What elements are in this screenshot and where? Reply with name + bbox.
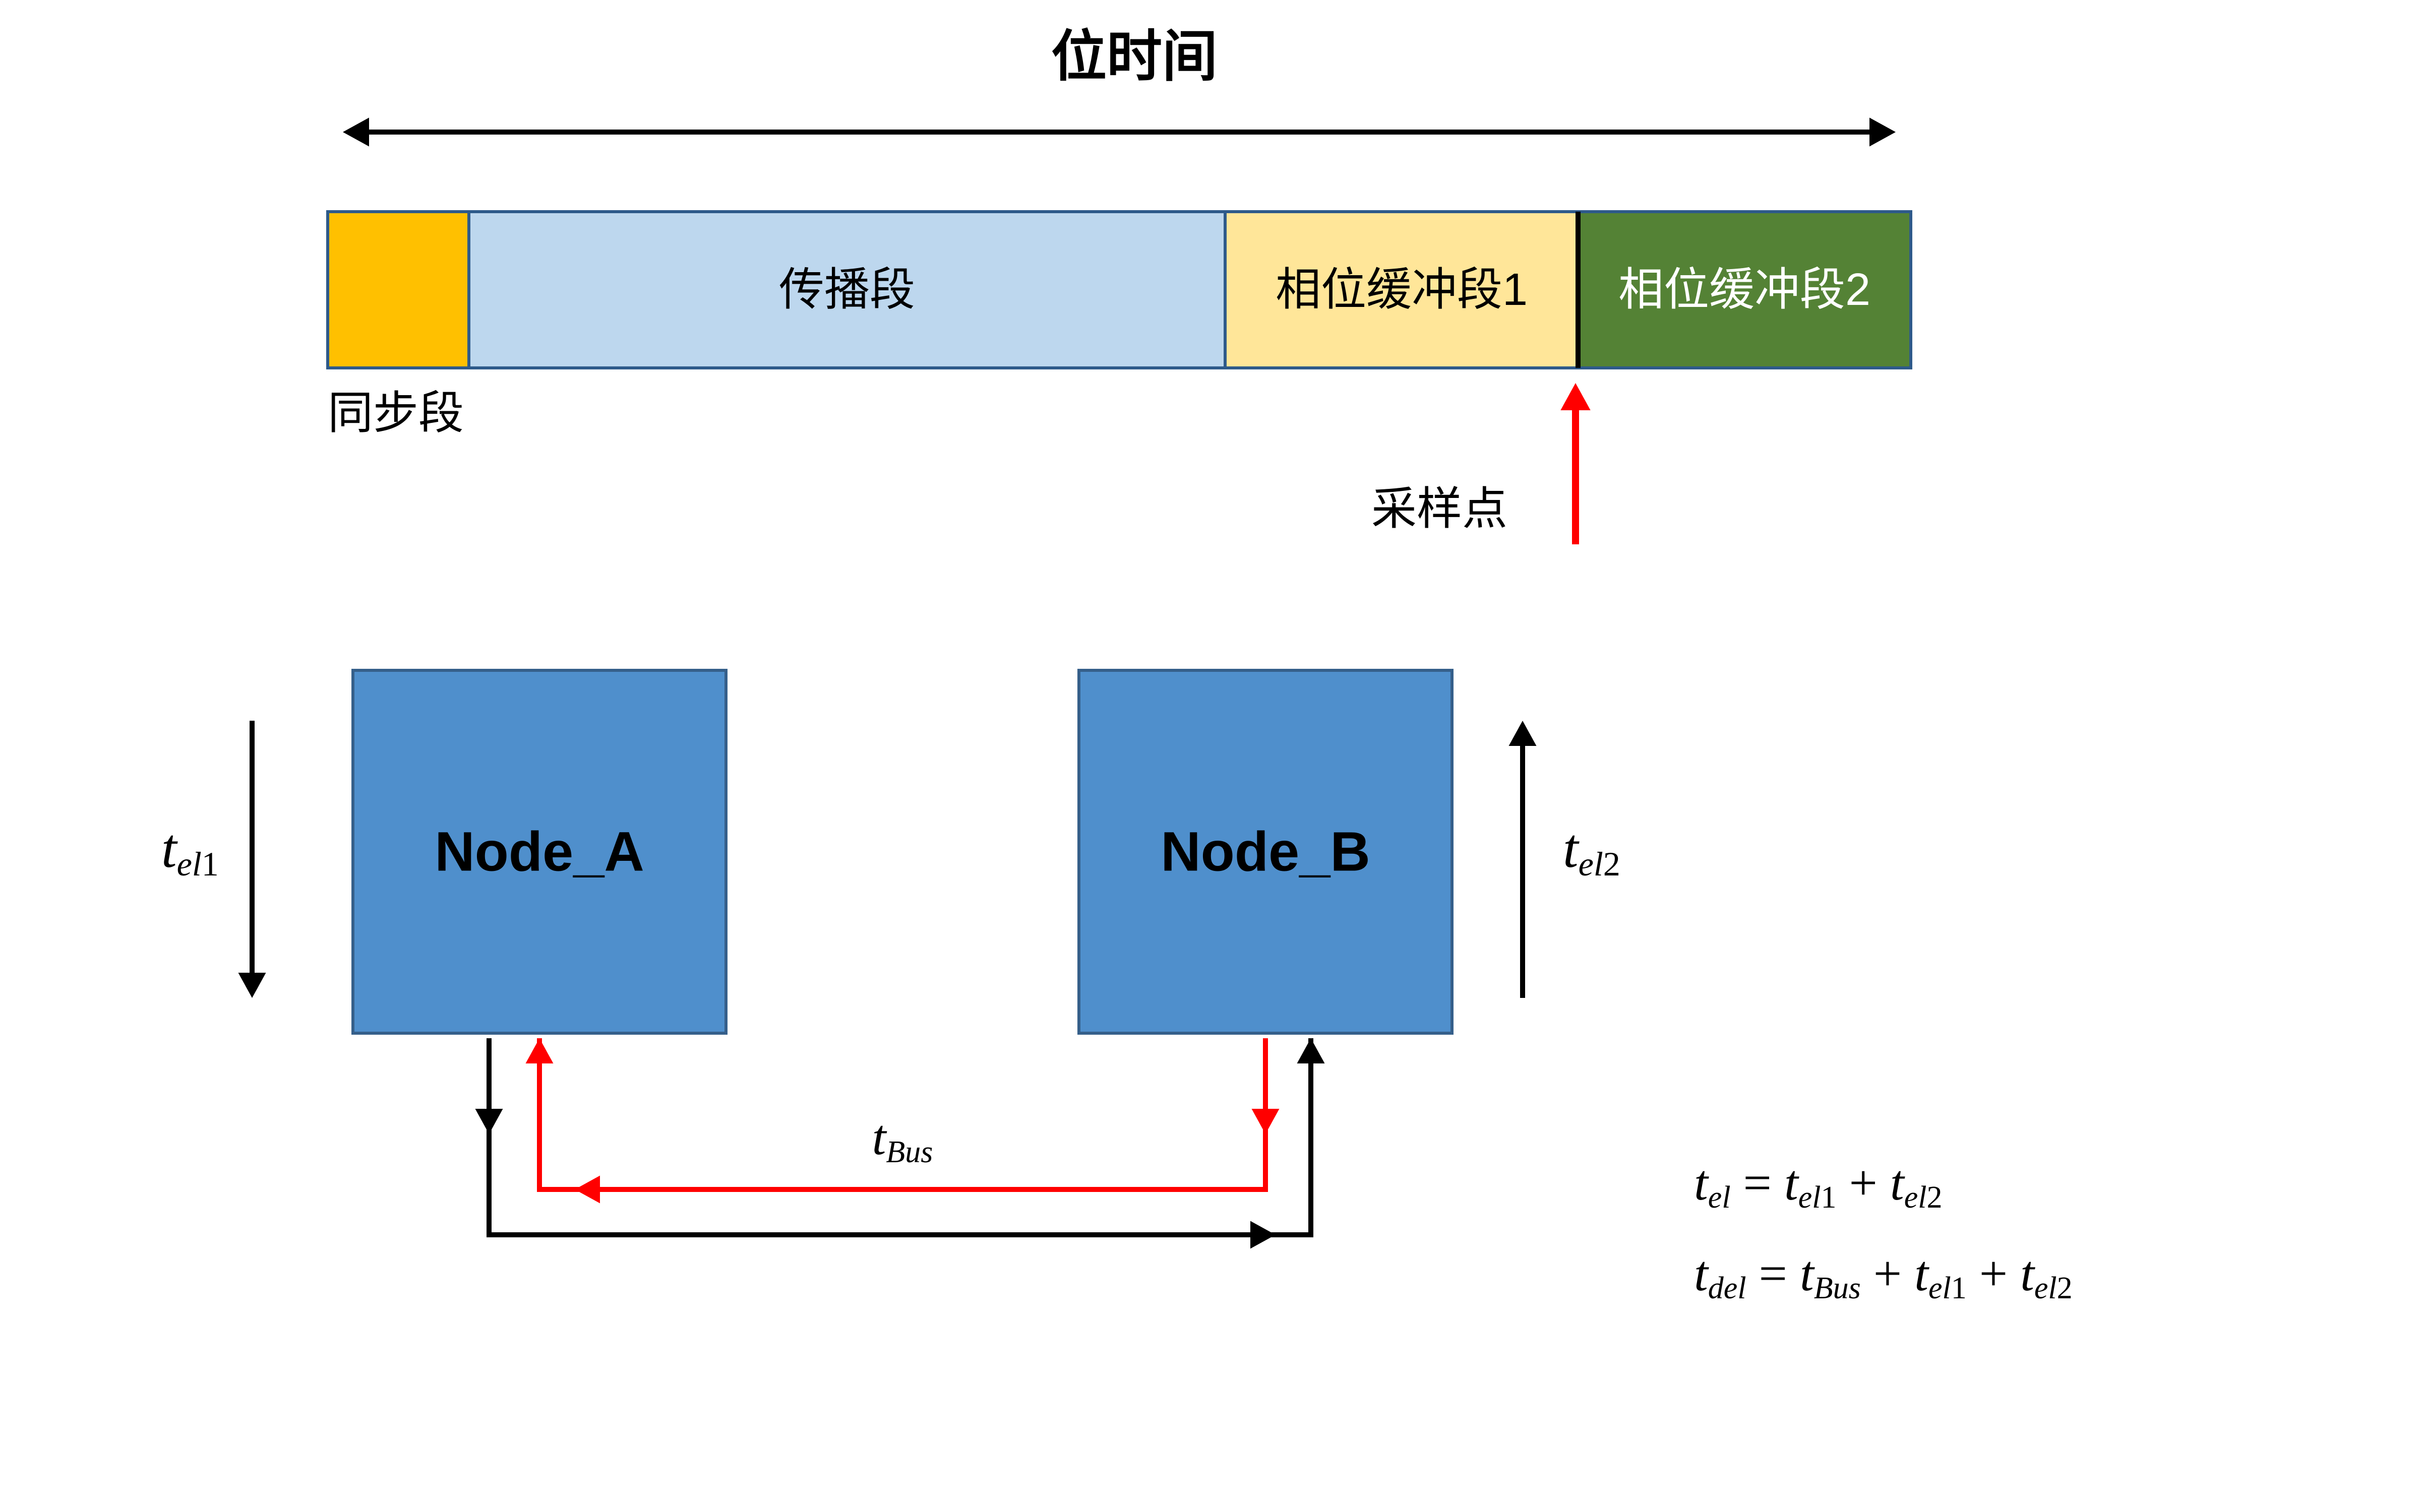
sample-point-label: 采样点: [1371, 484, 1507, 534]
tbus-label: tBus: [872, 1109, 933, 1169]
segment-label-phase1: 相位缓冲段1: [1276, 265, 1528, 315]
tel2-arrow: [1509, 721, 1537, 998]
segment-label-phase2: 相位缓冲段2: [1618, 265, 1870, 315]
node-a-label: Node_A: [435, 821, 644, 883]
tel2-label: tel2: [1563, 817, 1620, 883]
node-b-label: Node_B: [1161, 821, 1370, 883]
bit-time-span-arrow: [343, 117, 1896, 146]
equation-tdel: tdel = tBus + tel1 + tel2: [1694, 1245, 2073, 1305]
sync-seg-label: 同步段: [328, 388, 464, 438]
tel1-label: tel1: [161, 817, 219, 883]
sample-point-arrow: [1560, 383, 1590, 544]
segment-sync: [328, 212, 469, 368]
segment-label-prop: 传播段: [779, 265, 915, 315]
equation-tel: tel = tel1 + tel2: [1694, 1155, 1942, 1215]
title-bit-time: 位时间: [1051, 26, 1218, 88]
tel1-arrow: [238, 721, 266, 998]
